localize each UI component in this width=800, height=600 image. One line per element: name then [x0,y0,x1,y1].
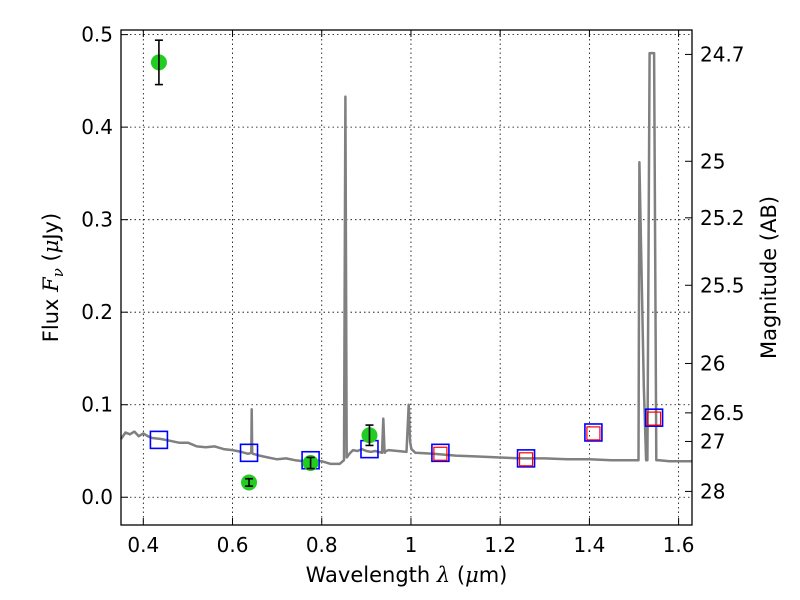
magnitude-tick-label: 28 [700,479,725,503]
model-photometry [149,408,664,470]
model-square-marker [431,443,450,463]
model-square-inner-marker [586,426,601,441]
y-tick-label: 0.1 [81,393,113,417]
model-square-marker [149,430,169,450]
magnitude-tick-label: 24.7 [700,42,745,66]
model-square-marker [239,443,259,463]
x-tick-label: 1.6 [663,533,695,557]
magnitude-tick-label: 26 [700,351,725,375]
model-square-inner-marker [433,446,448,461]
x-tick-label: 1.2 [484,533,516,557]
spectrum-line [119,51,692,466]
magnitude-tick-label: 27 [700,429,725,453]
model-spectrum [119,51,692,466]
axes-frame [120,29,693,526]
model-square-inner-marker [646,411,662,426]
x-tick-label: 0.4 [127,533,159,557]
y2-axis-label: Magnitude (AB) [757,196,781,359]
model-square-marker [644,408,664,427]
model-square-inner-marker [518,452,534,467]
y-tick-label: 0.3 [81,208,113,232]
magnitude-tick-label: 25.5 [700,273,745,297]
x-tick-label: 1 [405,533,418,557]
model-square-marker [516,449,536,468]
x-axis-label: Wavelength λ (μm) [306,563,508,587]
grid [121,30,692,525]
magnitude-tick-label: 25 [700,149,725,173]
plot-frame [120,29,693,526]
y-tick-label: 0.5 [81,23,113,47]
magnitude-tick-label: 25.2 [700,206,745,230]
magnitude-tick-label: 26.5 [700,401,745,425]
x-tick-label: 0.8 [306,533,338,557]
observed-photometry [150,39,378,491]
y-tick-label: 0.0 [81,485,113,509]
x-tick-label: 1.4 [573,533,605,557]
y-tick-label: 0.2 [81,300,113,324]
y-tick-label: 0.4 [81,115,113,139]
x-tick-label: 0.6 [217,533,249,557]
y-axis-label: Flux Fν (μJy) [39,213,67,342]
axis-ticks: 0.4 0.6 0.8 1 1.2 1.4 1.6 0.0 0.1 0.2 0.3 0.4 0.5 28 2… [81,23,744,557]
model-square-marker [584,423,603,442]
